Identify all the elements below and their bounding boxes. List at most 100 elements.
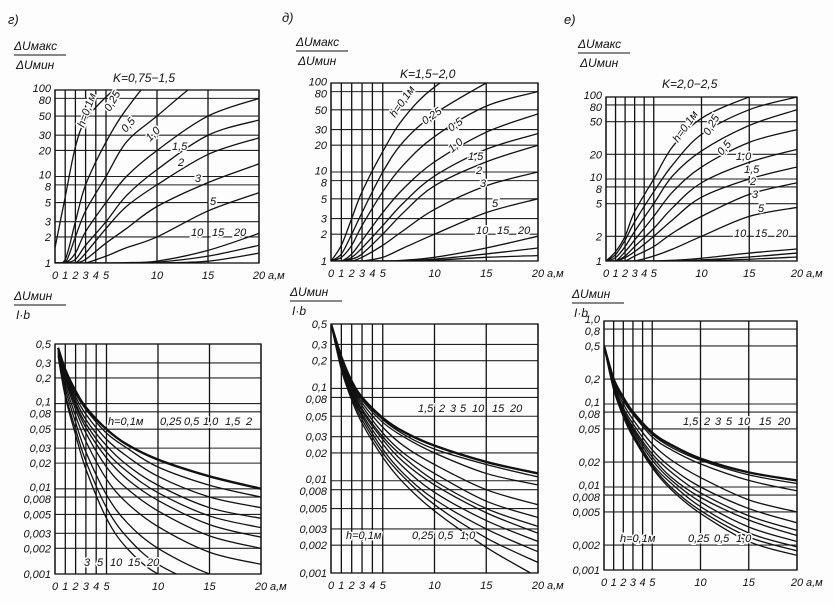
y-tick-label: 0,001: [23, 569, 51, 581]
x-tick-label: 2: [72, 581, 79, 593]
y-tick-label: 0,008: [572, 492, 600, 504]
curve-label: 0,5: [184, 416, 200, 428]
y-tick-label: 0,2: [36, 373, 51, 385]
y-tick-label: 0,005: [572, 507, 600, 519]
x-tick-label: 4: [93, 581, 99, 593]
y-tick-label: 5: [321, 194, 328, 206]
curve-2: [55, 137, 259, 263]
x-tick-label: 1: [611, 577, 617, 589]
x-tick-label: 20: [252, 270, 266, 282]
curves: [331, 324, 538, 573]
y-tick-label: 0,08: [306, 394, 328, 406]
y-tick-label: 10: [39, 170, 52, 182]
panel-title-k-range: K=1,5−2,0: [400, 67, 456, 81]
x-tick-label: 4: [641, 268, 647, 280]
y-tick-label: 80: [590, 102, 603, 114]
y-tick-label: 0,008: [299, 486, 327, 498]
curve-label: 2: [438, 403, 445, 415]
curve-label: 1,0: [460, 530, 476, 542]
x-tick-label: 2: [71, 270, 78, 282]
curve-label: 5: [492, 198, 499, 210]
x-tick-label: 0: [601, 577, 608, 589]
x-tick-label: 1: [338, 268, 344, 280]
x-tick-label: 3: [632, 268, 639, 280]
curve-label: 15: [755, 228, 768, 240]
y-tick-label: 3: [321, 214, 328, 226]
curve-0-5: [606, 109, 797, 261]
y-tick-label: 50: [39, 111, 52, 123]
y-tick-label: 0,02: [306, 448, 327, 460]
curve-2: [606, 166, 797, 261]
y-tick-label: 0,003: [23, 528, 51, 540]
y-tick-label: 10: [315, 165, 328, 177]
panel-letter: е): [564, 12, 576, 27]
curve-label: 20: [509, 403, 523, 415]
x-tick-label: 15: [202, 270, 215, 282]
x-axis-label: a,м: [547, 268, 564, 280]
curves: [604, 345, 797, 557]
curve-label: 1,5: [744, 164, 760, 176]
x-tick-label: 1: [62, 581, 68, 593]
curve-20: [55, 252, 259, 263]
curve-label: 1,0: [144, 124, 164, 144]
curves: [56, 347, 261, 574]
x-tick-label: 1: [338, 580, 344, 592]
curve-label: 20: [517, 225, 531, 237]
curve-label: 20: [146, 557, 160, 569]
curve-0-5: [57, 347, 261, 509]
curve-15: [606, 252, 797, 261]
x-tick-label: 15: [203, 581, 216, 593]
x-tick-label: 5: [380, 268, 387, 280]
curve-3: [606, 182, 797, 261]
y-tick-label: 0,05: [30, 424, 52, 436]
y-tick-label: 30: [315, 125, 328, 137]
curve-15: [57, 354, 179, 574]
curve-label: 15: [492, 403, 505, 415]
curve-15: [331, 324, 538, 478]
y-tick-label: 50: [315, 105, 328, 117]
curve-1-0: [331, 113, 538, 261]
y-tick-label: 0,1: [36, 397, 51, 409]
y-tick-label: 0,01: [306, 474, 327, 486]
x-tick-label: 20: [531, 580, 545, 592]
y-tick-label: 20: [589, 149, 603, 161]
y-axis-label-numerator: ΔUмин: [289, 285, 329, 299]
curve-2: [57, 347, 261, 538]
y-tick-label: 8: [596, 184, 603, 196]
curve-5: [604, 345, 797, 513]
curve-0-5: [331, 324, 538, 553]
y-tick-label: 0,005: [23, 509, 51, 521]
curve-5: [331, 198, 538, 261]
curve-0-25: [331, 324, 538, 564]
curve-label: 5: [758, 203, 765, 215]
x-tick-label: 4: [93, 270, 99, 282]
curve-3: [331, 324, 538, 519]
y-tick-label: 0,005: [299, 504, 327, 516]
x-tick-label: 0: [52, 581, 59, 593]
curve-label: 10: [738, 416, 751, 428]
y-tick-label: 0,5: [585, 341, 601, 353]
curve-h-0-1-: [55, 90, 115, 248]
curve-label: 1,0: [203, 416, 219, 428]
curve-label: 10: [191, 227, 204, 239]
y-tick-label: 3: [45, 217, 52, 229]
y-tick-label: 0,08: [579, 409, 601, 421]
x-tick-label: 2: [621, 268, 628, 280]
x-tick-label: 20: [531, 268, 545, 280]
curve-label: 10: [110, 557, 123, 569]
curve-label: 3: [195, 173, 202, 185]
curve-label: 1,5: [172, 141, 188, 153]
curve-label: 0,25: [160, 416, 182, 428]
curve-label: 15: [128, 557, 141, 569]
curve-label: 3: [450, 403, 457, 415]
curve-10: [331, 324, 538, 486]
x-tick-label: 0: [603, 268, 610, 280]
curve-h-0-1-: [331, 83, 442, 261]
curve-label: 1,5: [418, 403, 434, 415]
curves: [606, 97, 797, 261]
curve-3: [57, 347, 261, 549]
curve-label: 5: [726, 416, 733, 428]
curve-15: [604, 345, 797, 485]
